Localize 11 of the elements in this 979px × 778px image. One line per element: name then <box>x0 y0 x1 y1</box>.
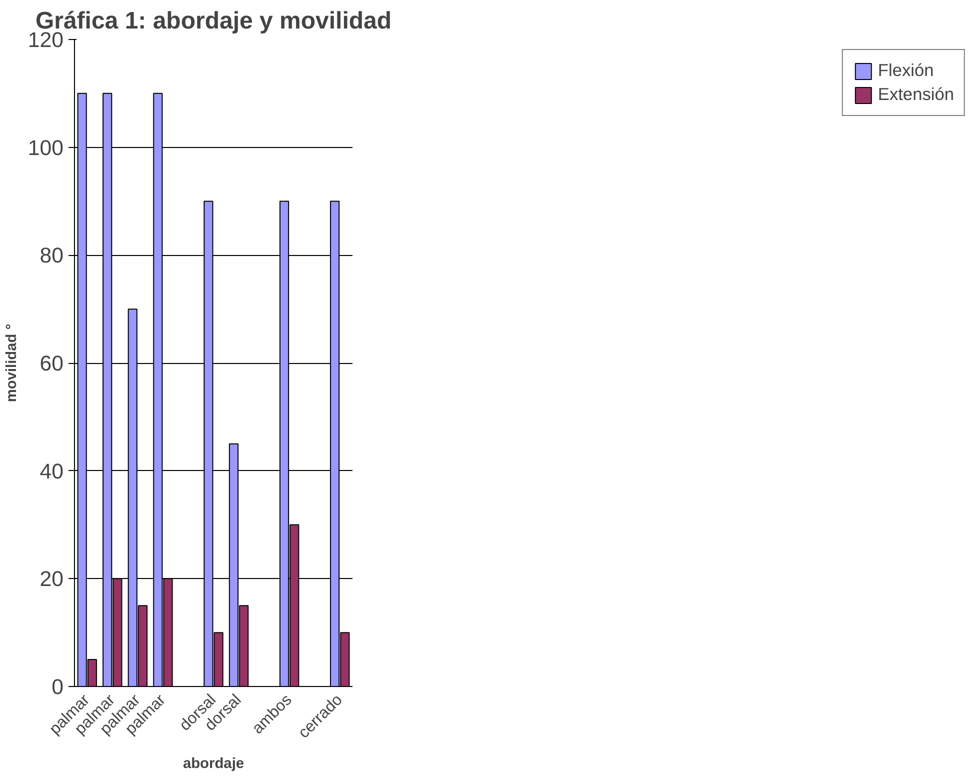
legend-label: Flexión <box>878 60 934 81</box>
y-tick-label: 0 <box>52 675 64 699</box>
y-axis-title: movilidad ° <box>4 324 20 402</box>
y-tick-label: 100 <box>28 136 64 160</box>
y-tick-label: 120 <box>28 28 64 52</box>
y-tick-label: 20 <box>40 567 64 592</box>
y-tick-label: 40 <box>40 459 64 484</box>
x-axis-title: abordaje <box>182 756 244 772</box>
y-tick-label: 80 <box>40 244 64 268</box>
legend-label: Extensión <box>878 84 954 105</box>
y-tick-label: 60 <box>40 352 64 376</box>
